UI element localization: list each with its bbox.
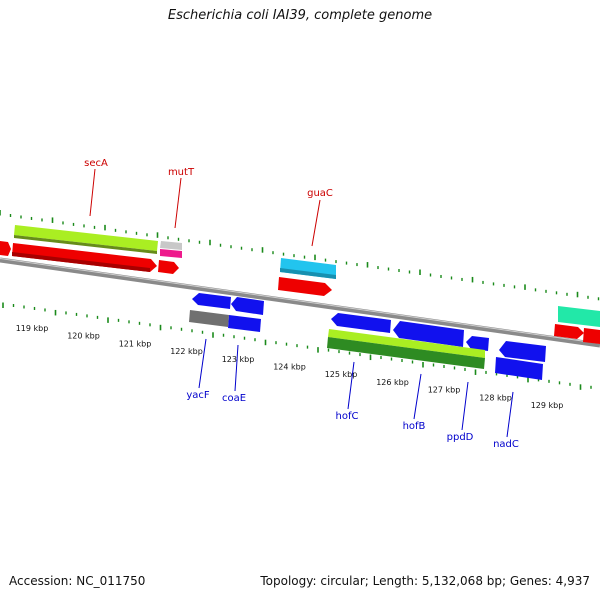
gene-block-nadC (495, 357, 543, 380)
tick-label-119-kbp: 119 kbp (16, 324, 49, 333)
tick-label-121-kbp: 121 kbp (119, 339, 152, 348)
genome-backbone (0, 257, 600, 348)
leader-hofB (413, 373, 422, 420)
gene-label-ppdD: ppdD (447, 432, 474, 443)
gene-arrow-coaE (231, 297, 264, 315)
leader-hofC (347, 361, 355, 410)
gene-arrow-right-red-1 (554, 324, 584, 339)
gene-block-hof-band-lime (328, 329, 485, 358)
leader-yacF (198, 338, 207, 389)
gene-label-coaE: coaE (222, 393, 246, 404)
gene-block-hof-band-green (327, 337, 485, 369)
tick-label-120-kbp: 120 kbp (67, 332, 100, 341)
gene-block-teal (558, 306, 600, 327)
gene-label-yacF: yacF (186, 390, 210, 401)
gene-block-secA-band-shade (14, 235, 157, 254)
genome-backbone-highlight (0, 258, 600, 344)
gene-label-mutT: mutT (168, 167, 195, 178)
leader-guaC (311, 199, 321, 247)
gene-block-yacF-grey (189, 310, 229, 327)
gene-arrow-right-red-2 (583, 328, 600, 344)
genome-summary-text: Topology: circular; Length: 5,132,068 bp… (260, 574, 590, 588)
gene-block-partial-left (0, 241, 11, 256)
gene-arrow-small-hof (466, 336, 489, 351)
gene-arrow-secA-shade (12, 252, 150, 272)
gene-arrow-hofC (331, 313, 391, 333)
gene-block-mutT-pink (160, 249, 182, 258)
gene-label-hofB: hofB (403, 421, 426, 432)
page-title: Escherichia coli IAI39, complete genome (167, 8, 433, 23)
upper-tick-row (0, 210, 600, 301)
leader-secA (89, 168, 96, 217)
gene-arrow-nadC-upper (499, 341, 546, 362)
leader-mutT (174, 177, 182, 229)
gene-label-hofC: hofC (336, 411, 359, 422)
accession-text: Accession: NC_011750 (9, 574, 146, 588)
tick-label-122-kbp: 122 kbp (170, 347, 203, 356)
gene-block-secA-band (14, 225, 158, 251)
leader-ppdD (461, 381, 469, 431)
gene-block-coaE (228, 315, 261, 332)
gene-arrow-yacF (192, 293, 231, 309)
tick-label-124-kbp: 124 kbp (273, 363, 306, 372)
gene-block-guaC-shade (280, 268, 336, 279)
tick-label-126-kbp: 126 kbp (376, 378, 409, 387)
lower-tick-row (2, 302, 592, 390)
tick-label-123-kbp: 123 kbp (222, 355, 255, 364)
tick-label-128-kbp: 128 kbp (479, 393, 512, 402)
tick-label-125-kbp: 125 kbp (325, 370, 358, 379)
scale-tick-labels: 119 kbp 120 kbp 121 kbp 122 kbp 123 kbp 124 k… (16, 324, 564, 410)
gene-arrow-guaC (278, 277, 332, 296)
upper-strand-features (0, 225, 600, 344)
leader-coaE (234, 344, 239, 392)
gene-label-leaders (89, 168, 514, 438)
gene-arrow-mutT (158, 260, 179, 274)
gene-block-mutT-grey (160, 241, 182, 250)
gene-label-secA: secA (84, 158, 108, 169)
leader-nadC (506, 391, 514, 438)
gene-label-guaC: guaC (307, 188, 333, 199)
gene-label-nadC: nadC (493, 439, 519, 450)
gene-arrow-hofB (393, 321, 464, 347)
tick-label-127-kbp: 127 kbp (428, 386, 461, 395)
lower-strand-features (189, 293, 546, 380)
tick-label-129-kbp: 129 kbp (531, 401, 564, 410)
